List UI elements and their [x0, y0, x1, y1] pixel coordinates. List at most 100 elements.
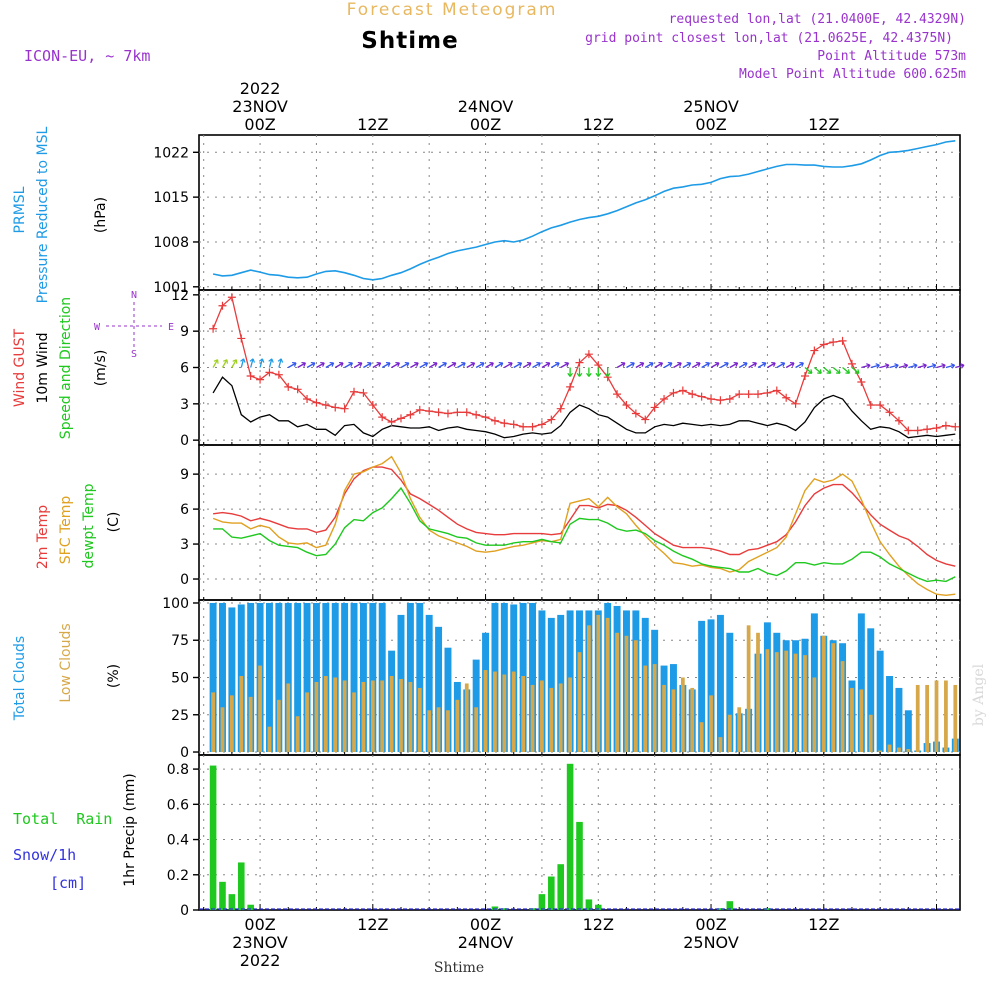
- wind-ylabels: Wind GUST 10m Wind Speed and Direction (…: [12, 290, 174, 439]
- ytick-label: 1022: [153, 145, 189, 161]
- gust-marker: [237, 334, 246, 343]
- wind-direction-arrow: [278, 358, 282, 368]
- total-cloud-bar: [444, 647, 452, 753]
- panel-grid: 0 3 6 9: [180, 445, 960, 600]
- gust-marker: [284, 382, 293, 391]
- pressure-ylabels: PRMSL Pressure Reduced to MSL (hPa): [12, 126, 109, 303]
- total-cloud-bar: [406, 602, 414, 753]
- low-cloud-bar: [643, 665, 648, 753]
- wind-direction-arrow: [851, 367, 860, 374]
- wind-direction-arrow: [710, 362, 720, 369]
- rain-bar: [219, 881, 226, 910]
- wind-direction-arrow: [917, 364, 927, 369]
- wind-arrow-head: [752, 361, 757, 367]
- wind-direction-arrow: [691, 362, 701, 369]
- gust-marker: [650, 403, 659, 412]
- wind-direction-arrow: [738, 362, 748, 369]
- pressure-label-prmsl: PRMSL: [12, 186, 28, 233]
- total-cloud-bar: [378, 602, 386, 753]
- wind-direction-arrow: [550, 362, 560, 369]
- rain-bar: [501, 908, 508, 910]
- wind-direction-arrow: [748, 362, 757, 369]
- low-cloud-bar: [605, 617, 610, 753]
- panel-frames: [198, 134, 961, 911]
- wind-direction-arrow: [898, 364, 908, 369]
- rain-bar: [576, 821, 583, 910]
- precip-label-rain: Total Rain: [13, 810, 112, 828]
- wind-arrow-head: [461, 361, 466, 367]
- gust-marker: [462, 408, 471, 417]
- total-cloud-bar: [247, 602, 255, 753]
- total-cloud-bar: [284, 602, 292, 753]
- low-cloud-bar: [455, 699, 460, 753]
- chart-marks: 1001 1008 1015 1022 0 3 6 9 12 0 3 6 9 0 25 50 75 100 0 0.2…: [153, 79, 965, 970]
- low-cloud-bar: [840, 661, 845, 753]
- wind-direction-arrow: [842, 367, 850, 374]
- total-cloud-bar: [416, 602, 424, 753]
- wind-arrow-head: [807, 369, 813, 374]
- wind-direction-arrow: [823, 367, 832, 374]
- low-cloud-bar: [587, 625, 591, 753]
- temp-unit: (C): [106, 512, 122, 533]
- total-cloud-bar: [294, 602, 302, 753]
- wind-direction-arrow: [334, 362, 344, 369]
- low-cloud-bar: [615, 632, 619, 753]
- total-cloud-bar: [895, 687, 903, 753]
- low-cloud-bar: [925, 684, 929, 753]
- wind-direction-arrow: [785, 362, 795, 369]
- rain-bar: [228, 894, 236, 910]
- wind-arrow-head: [508, 361, 513, 367]
- low-cloud-bar: [436, 707, 441, 753]
- wind-direction-arrow: [945, 364, 955, 369]
- top-time-label: 12Z: [808, 115, 839, 134]
- wind-direction-arrow: [701, 362, 710, 369]
- total-cloud-bar: [265, 602, 273, 753]
- wind-direction-arrow: [297, 362, 306, 369]
- gust-marker: [735, 390, 744, 399]
- wind-arrow-head: [649, 361, 654, 367]
- watermark: by Angel: [971, 663, 987, 726]
- ytick-label: 0.6: [167, 797, 189, 813]
- gust-marker: [537, 420, 546, 429]
- wind-direction-arrow: [522, 362, 532, 369]
- total-cloud-bar: [857, 613, 865, 753]
- low-cloud-bar: [258, 665, 262, 753]
- gust-marker: [819, 340, 828, 349]
- gust-marker: [904, 426, 913, 435]
- low-cloud-bar: [323, 676, 328, 753]
- low-cloud-bar: [530, 684, 535, 753]
- wind-arrow-head: [348, 361, 353, 367]
- wind-arrow-head: [931, 363, 937, 369]
- wind-arrow-head: [595, 372, 602, 377]
- gust-marker: [519, 422, 528, 431]
- rain-bar: [557, 864, 564, 910]
- wind-arrow-head: [960, 363, 965, 369]
- low-cloud-bar: [540, 680, 544, 753]
- wind-arrow-head: [451, 361, 457, 367]
- temperature-ylabels: 2m Temp SFC Temp dewpt Temp (C): [35, 483, 122, 569]
- wind-arrow-head: [658, 361, 664, 367]
- wind-unit: (m/s): [93, 350, 109, 387]
- wind-direction-arrow: [729, 362, 738, 369]
- low-cloud-bar: [568, 677, 572, 753]
- cloud-unit: (%): [106, 664, 122, 688]
- low-cloud-bar: [558, 683, 563, 753]
- wind-direction-arrow: [428, 362, 438, 369]
- wind-direction-arrow: [955, 364, 965, 369]
- wind-direction-arrow: [682, 362, 691, 369]
- gust-marker: [350, 387, 359, 396]
- low-cloud-bar: [699, 722, 704, 753]
- low-cloud-bar: [662, 684, 666, 753]
- gust-marker: [490, 416, 499, 425]
- wind-arrow-head: [258, 358, 265, 363]
- gust-marker: [406, 410, 415, 419]
- low-cloud-bar: [549, 687, 554, 753]
- wind-direction-arrow: [325, 362, 334, 369]
- compass-north: N: [131, 290, 137, 301]
- gust-marker: [434, 408, 443, 417]
- low-cloud-bar: [624, 635, 629, 753]
- cloud-ylabels: Total Clouds Low Clouds (%): [12, 623, 122, 721]
- wind-arrow-head: [576, 372, 583, 377]
- bottom-time-label: 12Z: [583, 915, 614, 934]
